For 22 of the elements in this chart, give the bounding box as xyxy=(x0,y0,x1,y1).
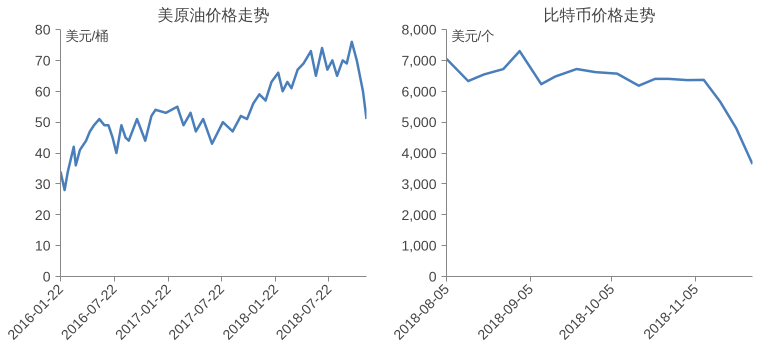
y-tick-label: 80 xyxy=(34,22,51,38)
y-tick-label: 40 xyxy=(34,145,51,161)
y-tick-label: 30 xyxy=(34,176,51,192)
y-tick-label: 60 xyxy=(34,83,51,100)
y-tick-label: 3,000 xyxy=(401,176,437,192)
line-series xyxy=(60,40,366,192)
y-tick-label: 0 xyxy=(42,268,51,284)
y-tick-label: 10 xyxy=(34,238,51,254)
y-tick-label: 2,000 xyxy=(401,206,437,223)
y-tick-label: 1,000 xyxy=(401,238,437,254)
y-tick-label: 0 xyxy=(428,268,437,284)
chart-title: 美原油价格走势 xyxy=(158,6,270,24)
chart-title: 比特币价格走势 xyxy=(544,6,656,24)
y-tick-label: 4,000 xyxy=(401,145,437,161)
y-tick-label: 50 xyxy=(34,114,51,130)
line-series xyxy=(446,50,752,166)
y-tick-label: 6,000 xyxy=(401,83,437,100)
y-tick-label: 20 xyxy=(34,206,51,223)
y-tick-label: 5,000 xyxy=(401,114,437,130)
y-tick-label: 70 xyxy=(34,52,51,68)
y-tick-label: 8,000 xyxy=(401,22,437,38)
y-tick-label: 7,000 xyxy=(401,52,437,68)
